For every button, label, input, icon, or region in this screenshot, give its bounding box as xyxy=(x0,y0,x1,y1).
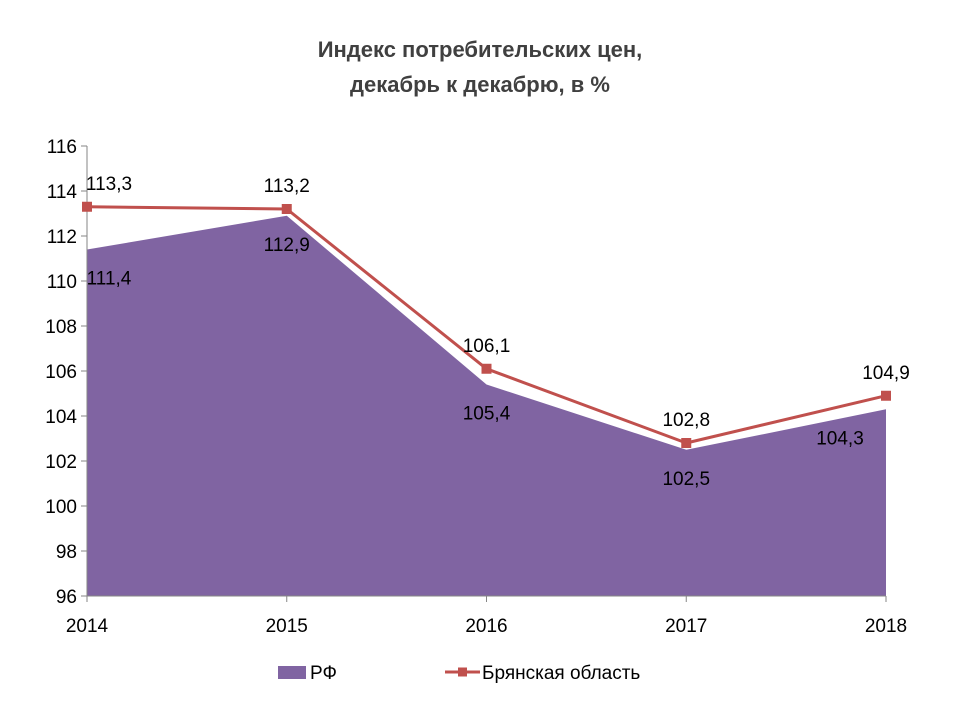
series-marker-bryansk xyxy=(881,390,891,401)
chart-title-line2: декабрь к декабрю, в % xyxy=(350,72,610,97)
data-label-rf: 111,4 xyxy=(87,269,132,290)
data-label-bryansk: 113,3 xyxy=(86,174,132,195)
series-area-rf xyxy=(87,215,886,596)
series-marker-bryansk xyxy=(281,204,292,214)
y-tick-label: 116 xyxy=(47,137,77,158)
data-label-bryansk: 102,8 xyxy=(662,410,710,431)
y-tick-label: 110 xyxy=(47,272,77,293)
x-tick-label: 2014 xyxy=(66,616,109,637)
legend-swatch-rf xyxy=(278,666,306,679)
series-marker-bryansk xyxy=(481,363,492,374)
y-tick-label: 112 xyxy=(47,227,77,248)
legend: РФ Брянская область xyxy=(278,663,640,684)
legend-marker-bryansk xyxy=(458,667,467,677)
data-label-rf: 105,4 xyxy=(463,404,511,425)
series-marker-bryansk xyxy=(681,438,692,448)
y-tick-label: 100 xyxy=(45,497,77,518)
legend-label-bryansk: Брянская область xyxy=(482,663,640,684)
y-tick-label: 106 xyxy=(45,362,77,383)
data-label-rf: 112,9 xyxy=(264,235,310,256)
data-label-bryansk: 106,1 xyxy=(463,336,511,357)
data-label-rf: 104,3 xyxy=(816,428,864,449)
y-tick-label: 98 xyxy=(56,542,77,563)
y-tick-label: 114 xyxy=(47,182,78,203)
plot-area: 96 98 100 102 104 106 108 110 112 114 116 2014 2015 2… xyxy=(45,137,909,637)
data-label-rf: 102,5 xyxy=(662,469,710,490)
chart-title-line1: Индекс потребительских цен, xyxy=(318,37,643,62)
series-marker-bryansk xyxy=(82,201,92,212)
x-tick-label: 2016 xyxy=(465,616,507,637)
data-label-bryansk: 104,9 xyxy=(862,363,910,384)
y-tick-label: 96 xyxy=(56,587,77,608)
y-tick-label: 104 xyxy=(45,407,77,428)
data-label-bryansk: 113,2 xyxy=(264,176,310,197)
y-tick-label: 108 xyxy=(45,317,77,338)
x-tick-label: 2017 xyxy=(665,616,707,637)
legend-label-rf: РФ xyxy=(310,663,337,684)
x-tick-label: 2018 xyxy=(865,616,907,637)
x-tick-label: 2015 xyxy=(266,616,308,637)
y-tick-label: 102 xyxy=(45,452,77,473)
